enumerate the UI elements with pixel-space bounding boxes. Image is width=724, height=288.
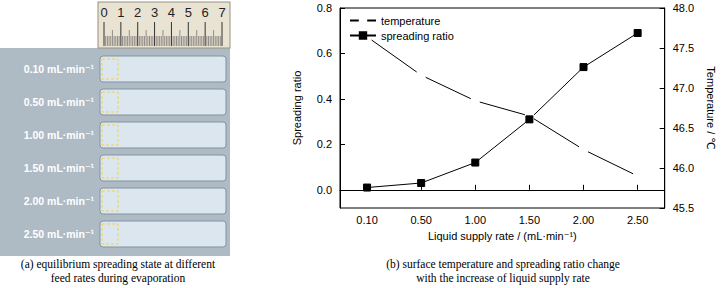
svg-text:Temperature / ℃: Temperature / ℃ xyxy=(705,66,717,149)
svg-text:47.5: 47.5 xyxy=(673,42,694,54)
svg-text:2.50: 2.50 xyxy=(627,214,648,226)
svg-text:0.50 mL·min⁻¹: 0.50 mL·min⁻¹ xyxy=(24,96,95,108)
svg-text:0.6: 0.6 xyxy=(317,47,332,59)
svg-text:45.5: 45.5 xyxy=(673,202,694,214)
svg-text:0.10 mL·min⁻¹: 0.10 mL·min⁻¹ xyxy=(24,63,95,75)
svg-text:Liquid supply rate / (mL·min⁻¹: Liquid supply rate / (mL·min⁻¹) xyxy=(428,230,577,242)
svg-text:0.8: 0.8 xyxy=(317,2,332,14)
svg-text:6: 6 xyxy=(202,5,209,20)
svg-text:1.00 mL·min⁻¹: 1.00 mL·min⁻¹ xyxy=(24,129,95,141)
svg-text:47.0: 47.0 xyxy=(673,82,694,94)
svg-text:46.0: 46.0 xyxy=(673,162,694,174)
svg-text:2.00: 2.00 xyxy=(573,214,594,226)
svg-text:feed rates during evaporation: feed rates during evaporation xyxy=(51,272,186,285)
svg-text:48.0: 48.0 xyxy=(673,2,694,14)
svg-text:2.00 mL·min⁻¹: 2.00 mL·min⁻¹ xyxy=(24,195,95,207)
svg-text:0.10: 0.10 xyxy=(356,214,377,226)
svg-text:0.50: 0.50 xyxy=(410,214,431,226)
svg-text:0.0: 0.0 xyxy=(317,184,332,196)
svg-text:7: 7 xyxy=(218,5,225,20)
svg-text:Spreading ratio: Spreading ratio xyxy=(291,71,303,146)
svg-text:1.50: 1.50 xyxy=(519,214,540,226)
svg-text:1.00: 1.00 xyxy=(465,214,486,226)
svg-text:temperature: temperature xyxy=(381,15,440,27)
svg-text:4: 4 xyxy=(168,5,175,20)
svg-text:0: 0 xyxy=(100,5,107,20)
svg-text:1: 1 xyxy=(117,5,124,20)
svg-text:(a) equilibrium spreading stat: (a) equilibrium spreading state at diffe… xyxy=(21,258,216,271)
svg-text:3: 3 xyxy=(151,5,158,20)
svg-text:0.4: 0.4 xyxy=(317,93,332,105)
svg-text:5: 5 xyxy=(185,5,192,20)
svg-text:with the increase of liquid su: with the increase of liquid supply rate xyxy=(416,272,590,285)
svg-text:2: 2 xyxy=(134,5,141,20)
svg-text:spreading ratio: spreading ratio xyxy=(381,30,454,42)
svg-text:(b) surface temperature and sp: (b) surface temperature and spreading ra… xyxy=(386,258,620,271)
svg-text:46.5: 46.5 xyxy=(673,122,694,134)
svg-text:0.2: 0.2 xyxy=(317,138,332,150)
svg-text:2.50 mL·min⁻¹: 2.50 mL·min⁻¹ xyxy=(24,228,95,240)
svg-text:1.50 mL·min⁻¹: 1.50 mL·min⁻¹ xyxy=(24,162,95,174)
